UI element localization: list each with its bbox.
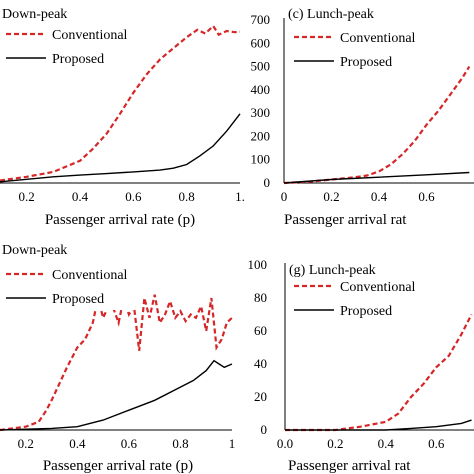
x-axis-label: Passenger arrival rate (p) (45, 212, 195, 228)
chart-title: Down-peak (2, 243, 67, 258)
legend-label: Proposed (52, 52, 104, 67)
y-tick-label: 20 (254, 389, 267, 404)
x-tick-label: 0.2 (323, 189, 339, 204)
x-tick-label: 0.4 (69, 436, 86, 451)
x-tick-label: 0.2 (18, 436, 34, 451)
chart-title: (c) Lunch-peak (288, 7, 374, 22)
legend-label: Conventional (52, 268, 128, 283)
legend-label: Conventional (52, 28, 128, 43)
legend-label: Proposed (52, 292, 104, 307)
series-line-conventional (0, 293, 233, 432)
x-tick-label: 0.8 (179, 189, 195, 204)
x-tick-label: 0.6 (125, 189, 142, 204)
y-tick-label: 40 (254, 356, 267, 371)
x-tick-label: 0.6 (121, 436, 138, 451)
x-axis-label: Passenger arrival rat (288, 458, 411, 474)
x-tick-label: 0.4 (378, 436, 395, 451)
chart-title: Down-peak (2, 7, 67, 22)
y-tick-label: 500 (251, 59, 271, 74)
x-tick-label: 1 (229, 436, 236, 451)
x-tick-label: 0.4 (371, 189, 388, 204)
series-line-conventional (284, 66, 471, 185)
x-tick-label: 0.4 (72, 189, 89, 204)
x-axis-label: Passenger arrival rat (284, 212, 407, 228)
series-line-proposed (285, 419, 472, 431)
x-tick-label: 1. (235, 189, 245, 204)
y-tick-label: 300 (251, 105, 271, 120)
legend-label: Proposed (340, 55, 392, 70)
x-tick-label: 0.6 (428, 436, 445, 451)
y-tick-label: 700 (251, 12, 271, 27)
series-line-conventional (0, 24, 241, 182)
x-tick-label: 0.8 (172, 436, 188, 451)
series-line-proposed (0, 359, 233, 431)
chart-panel-2: 0 0.2 0.4 0.6 0 100 200 300 400 500 600 700 Passenge… (251, 7, 474, 228)
chart-title: (g) Lunch-peak (289, 263, 376, 278)
y-tick-label: 600 (251, 35, 271, 50)
y-tick-label: 60 (254, 323, 267, 338)
legend-label: Conventional (340, 280, 416, 295)
x-tick-label: 0.2 (19, 189, 35, 204)
series-line-proposed (0, 113, 241, 183)
x-tick-label: 0.6 (418, 189, 435, 204)
x-tick-label: 0.0 (277, 436, 293, 451)
legend-label: Proposed (340, 304, 392, 319)
legend-label: Conventional (340, 31, 416, 46)
legend-box (1, 264, 135, 310)
chart-panel-1: 0.2 0.4 0.6 0.8 1. Passenger arrival rate (p)… (0, 7, 245, 228)
legend-box (289, 276, 423, 322)
y-tick-label: 0 (261, 422, 268, 437)
y-tick-label: 100 (251, 152, 271, 167)
legend-box (289, 27, 423, 73)
chart-panel-4: 0.0 0.2 0.4 0.6 0 20 40 60 80 100 Passenger arriva… (248, 257, 474, 474)
legend-box (1, 24, 135, 70)
y-tick-label: 80 (254, 290, 267, 305)
x-tick-label: 0 (281, 189, 288, 204)
x-tick-label: 0.2 (327, 436, 343, 451)
x-axis-label: Passenger arrival rate (p) (43, 458, 193, 474)
chart-panel-3: 0.2 0.4 0.6 0.8 1 Passenger arrival rate (p) C… (0, 243, 235, 474)
y-tick-label: 400 (251, 82, 271, 97)
series-line-conventional (285, 314, 473, 432)
y-tick-label: 200 (251, 128, 271, 143)
y-tick-label: 0 (264, 175, 271, 190)
y-tick-label: 100 (248, 257, 268, 272)
series-line-proposed (284, 171, 470, 184)
